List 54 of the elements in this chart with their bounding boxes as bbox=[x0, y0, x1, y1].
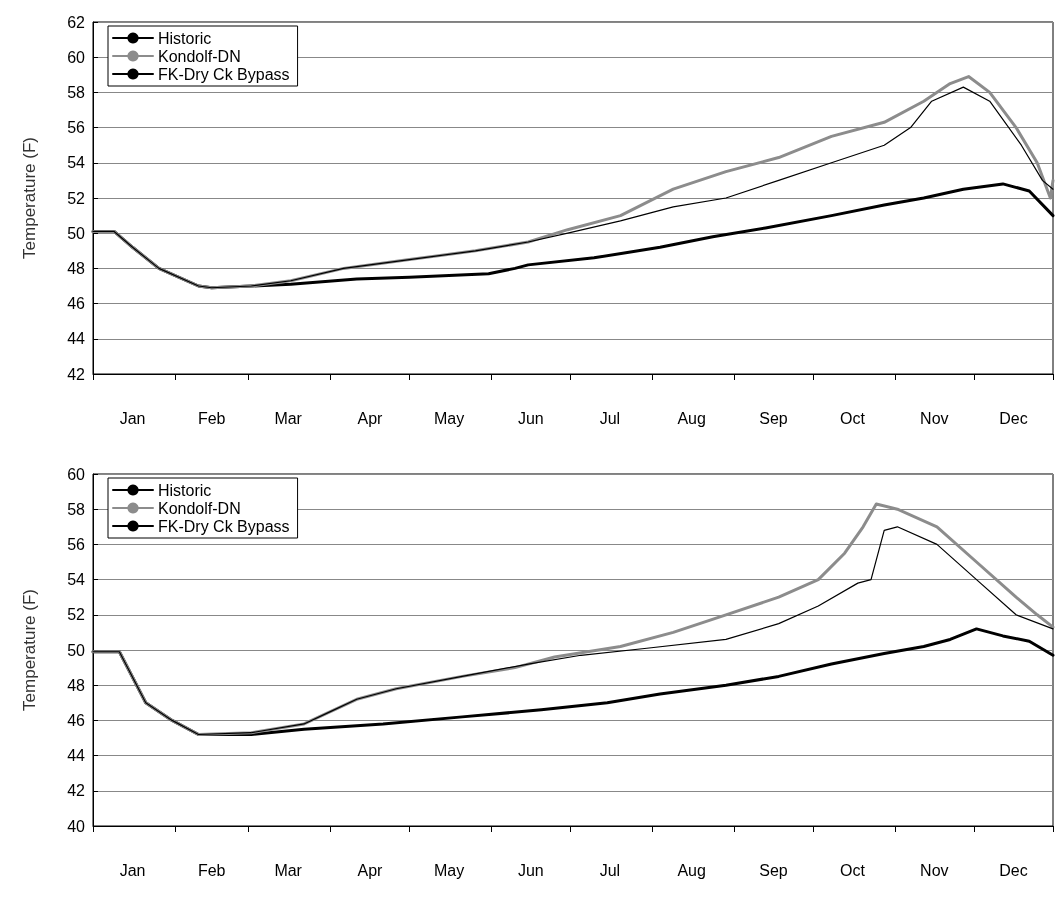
x-tick-label: Apr bbox=[357, 409, 384, 427]
y-tick-label: 44 bbox=[67, 747, 86, 765]
y-tick-label: 50 bbox=[67, 641, 86, 659]
x-tick-label: Oct bbox=[840, 409, 866, 427]
x-tick-label: May bbox=[433, 861, 465, 879]
y-tick-label: 44 bbox=[67, 330, 86, 348]
legend-label: FK-Dry Ck Bypass bbox=[158, 517, 290, 535]
x-tick-label: Aug bbox=[677, 861, 706, 879]
x-tick-label: Mar bbox=[274, 409, 303, 427]
x-tick-label: Jan bbox=[119, 409, 146, 427]
x-tick-label: Aug bbox=[677, 409, 706, 427]
legend-label: Historic bbox=[158, 29, 212, 47]
legend-label: Kondolf-DN bbox=[158, 499, 241, 517]
x-tick-label: Nov bbox=[920, 861, 949, 879]
y-tick-label: 50 bbox=[67, 224, 86, 242]
x-tick-label: Oct bbox=[840, 861, 866, 879]
x-tick-label: Apr bbox=[357, 861, 384, 879]
y-tick-label: 54 bbox=[67, 571, 86, 589]
legend-label: FK-Dry Ck Bypass bbox=[158, 65, 290, 83]
x-tick-label: May bbox=[433, 409, 465, 427]
x-tick-label: Jan bbox=[119, 861, 146, 879]
y-tick-label: 52 bbox=[67, 606, 86, 624]
x-tick-label: Sep bbox=[759, 409, 788, 427]
x-tick-label: Mar bbox=[274, 861, 303, 879]
x-tick-label: Dec bbox=[999, 861, 1028, 879]
x-tick-label: Jun bbox=[517, 409, 544, 427]
y-tick-label: 40 bbox=[67, 817, 86, 835]
x-tick-label: Jul bbox=[599, 409, 621, 427]
y-tick-label: 48 bbox=[67, 676, 86, 694]
y-tick-label: 46 bbox=[67, 711, 86, 729]
y-tick-label: 46 bbox=[67, 295, 86, 313]
y-tick-label: 56 bbox=[67, 119, 86, 137]
y-tick-label: 58 bbox=[67, 83, 86, 101]
x-tick-label: Jun bbox=[517, 861, 544, 879]
legend-label: Historic bbox=[158, 481, 212, 499]
y-tick-label: 60 bbox=[67, 465, 86, 483]
y-tick-label: 62 bbox=[67, 13, 86, 31]
x-tick-label: Feb bbox=[197, 861, 226, 879]
x-tick-label: Sep bbox=[759, 861, 788, 879]
y-tick-label: 52 bbox=[67, 189, 86, 207]
x-tick-label: Dec bbox=[999, 409, 1028, 427]
y-tick-label: 42 bbox=[67, 782, 86, 800]
y-axis-title: Temperature (F) bbox=[20, 137, 39, 259]
x-tick-label: Nov bbox=[920, 409, 949, 427]
y-tick-label: 58 bbox=[67, 500, 86, 518]
y-tick-label: 42 bbox=[67, 365, 86, 383]
legend-label: Kondolf-DN bbox=[158, 47, 241, 65]
x-tick-label: Feb bbox=[197, 409, 226, 427]
y-tick-label: 60 bbox=[67, 48, 86, 66]
y-tick-label: 56 bbox=[67, 535, 86, 553]
y-tick-label: 48 bbox=[67, 259, 86, 277]
y-tick-label: 54 bbox=[67, 154, 86, 172]
x-tick-label: Jul bbox=[599, 861, 621, 879]
y-axis-title: Temperature (F) bbox=[20, 589, 39, 711]
